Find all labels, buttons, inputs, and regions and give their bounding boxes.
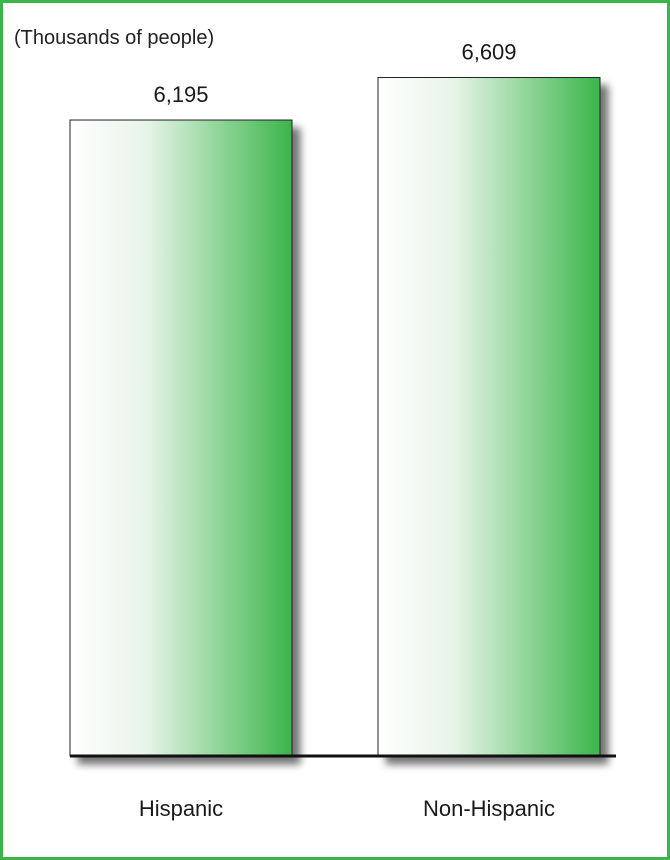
unit-label: (Thousands of people) [14, 27, 214, 49]
bars-layer: 6,195 Hispanic 6,609 Non-Hispanic [69, 40, 601, 821]
value-label-non-hispanic: 6,609 [461, 40, 516, 65]
bar-non-hispanic [377, 77, 601, 757]
category-label-hispanic: Hispanic [139, 796, 223, 821]
category-label-non-hispanic: Non-Hispanic [423, 796, 555, 821]
bar-hispanic [69, 119, 293, 757]
value-label-hispanic: 6,195 [153, 82, 208, 107]
